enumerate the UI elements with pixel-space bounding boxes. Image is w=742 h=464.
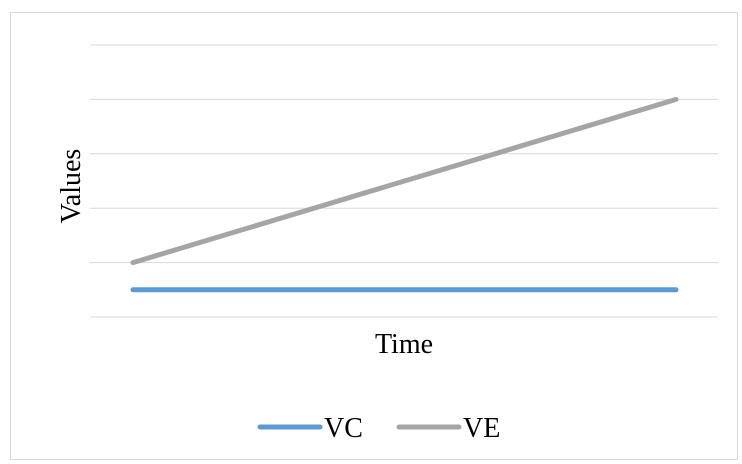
chart-frame [10,12,738,460]
legend-label-ve: VE [463,413,500,444]
y-axis-title: Values [56,149,87,224]
x-axis-title: Time [375,329,433,360]
legend-label-vc: VC [324,413,363,444]
gridlines [90,44,718,318]
series-lines [130,96,679,293]
series-line-ve [130,96,679,266]
legend: VC VE [257,413,500,444]
